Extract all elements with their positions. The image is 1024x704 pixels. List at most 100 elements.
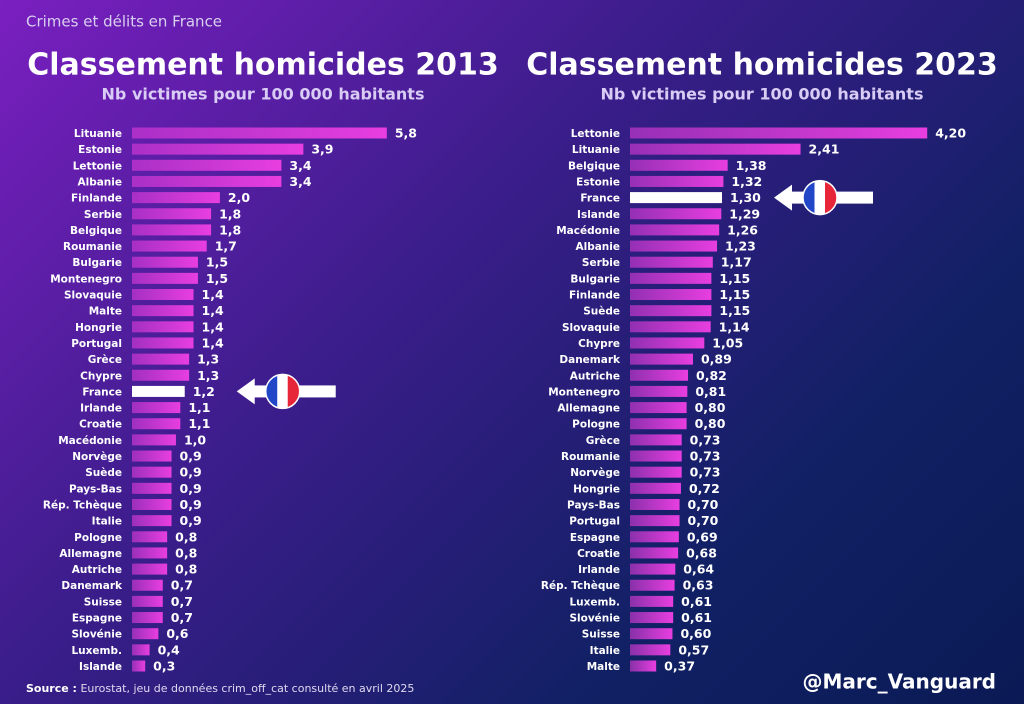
category-label: Malte <box>89 306 122 318</box>
category-label: Suède <box>583 306 620 318</box>
value-label: 0,61 <box>681 594 712 609</box>
category-label: Portugal <box>569 516 620 528</box>
bar <box>132 385 185 397</box>
bar <box>132 224 212 236</box>
value-label: 0,73 <box>690 465 721 480</box>
value-label: 3,9 <box>311 142 333 157</box>
value-label: 1,15 <box>719 271 750 286</box>
category-label: France <box>580 193 620 205</box>
bar <box>630 450 682 462</box>
flag-ring <box>264 373 301 410</box>
value-label: 1,32 <box>731 174 762 189</box>
source-text: Eurostat, jeu de données crim_off_cat co… <box>80 682 414 695</box>
bar <box>132 628 159 640</box>
value-label: 1,23 <box>725 239 756 254</box>
value-label: 1,05 <box>712 335 743 350</box>
value-label: 2,41 <box>809 142 840 157</box>
category-label: Pologne <box>74 532 122 544</box>
bar <box>132 289 194 301</box>
bar <box>630 515 680 527</box>
flag-red <box>825 180 837 215</box>
value-label: 1,0 <box>184 432 206 447</box>
bar <box>630 224 720 236</box>
bar <box>132 337 194 349</box>
value-label: 1,5 <box>206 255 228 270</box>
bar <box>630 385 688 397</box>
category-label: Pologne <box>572 419 620 431</box>
value-label: 0,9 <box>180 449 202 464</box>
bar <box>630 579 675 591</box>
category-label: Suisse <box>582 629 620 641</box>
bar <box>630 208 722 220</box>
value-label: 0,82 <box>696 368 727 383</box>
flag-red <box>287 374 300 409</box>
flag-white <box>277 374 289 409</box>
value-label: 1,2 <box>193 384 215 399</box>
bar <box>630 256 713 268</box>
bar <box>132 256 198 268</box>
category-label: Danemark <box>559 354 621 366</box>
value-label: 1,14 <box>719 319 750 334</box>
category-label: Grèce <box>88 354 122 366</box>
header: Crimes et délits en France <box>26 13 222 31</box>
value-label: 1,38 <box>736 158 767 173</box>
bar <box>132 305 194 317</box>
bar <box>630 498 680 510</box>
value-label: 0,9 <box>180 465 202 480</box>
value-label: 1,5 <box>206 271 228 286</box>
highlight-arrow <box>774 179 873 216</box>
bar <box>132 272 198 284</box>
bar <box>132 353 190 365</box>
bar <box>630 272 712 284</box>
category-label: Slovaquie <box>562 322 620 334</box>
bar <box>132 482 172 494</box>
value-label: 1,17 <box>721 255 752 270</box>
bar <box>630 369 689 381</box>
bar <box>630 321 711 333</box>
bar <box>132 208 212 220</box>
value-label: 0,3 <box>153 659 175 674</box>
category-label: Bulgarie <box>72 257 122 269</box>
value-label: 0,57 <box>678 642 709 657</box>
category-label: Espagne <box>72 613 122 625</box>
value-label: 1,4 <box>202 335 224 350</box>
category-label: Estonie <box>576 176 620 188</box>
bar <box>132 644 150 656</box>
bar <box>630 159 728 171</box>
bar <box>630 175 724 187</box>
bar <box>630 337 705 349</box>
value-label: 0,60 <box>680 626 711 641</box>
credit: @Marc_Vanguard <box>803 670 996 694</box>
arrow-head <box>236 378 255 405</box>
flag-blue <box>803 180 815 215</box>
category-label: Irlande <box>80 403 122 415</box>
value-label: 1,15 <box>719 287 750 302</box>
value-label: 0,8 <box>175 545 197 560</box>
bar <box>630 353 693 365</box>
value-label: 0,81 <box>695 384 726 399</box>
bar <box>132 434 176 446</box>
category-label: Espagne <box>570 532 620 544</box>
category-label: Lettonie <box>571 128 620 140</box>
value-label: 0,8 <box>175 529 197 544</box>
value-label: 0,72 <box>689 481 720 496</box>
value-label: 0,64 <box>683 562 714 577</box>
category-label: Serbie <box>84 209 122 221</box>
category-label: Croatie <box>79 419 122 431</box>
bar <box>630 402 687 414</box>
category-label: Malte <box>587 661 620 673</box>
bar <box>630 289 712 301</box>
value-label: 0,63 <box>683 578 714 593</box>
bar <box>630 127 928 139</box>
value-label: 0,6 <box>166 626 188 641</box>
value-label: 1,4 <box>202 303 224 318</box>
category-label: Slovénie <box>569 613 620 625</box>
chart-title: Classement homicides 2023 <box>526 48 998 83</box>
value-label: 3,4 <box>289 174 311 189</box>
category-label: Hongrie <box>75 322 122 334</box>
category-label: Roumanie <box>561 451 620 463</box>
bar <box>132 159 282 171</box>
category-label: Danemark <box>61 580 123 592</box>
